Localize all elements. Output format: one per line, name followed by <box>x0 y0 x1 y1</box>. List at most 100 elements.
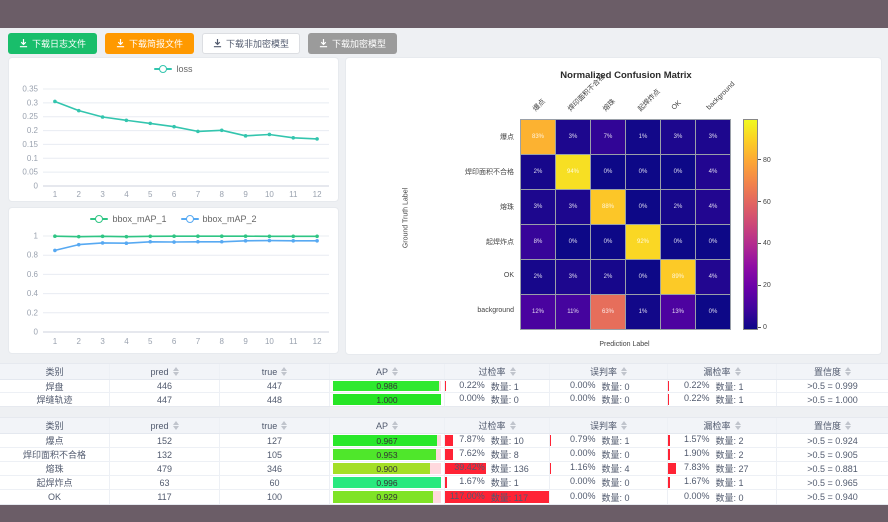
miss-rate-value: 0.22% <box>683 380 710 390</box>
matrix-cell: 0% <box>591 225 625 259</box>
data-point <box>76 242 81 247</box>
loss-chart-card: loss 0 0.05 0.1 0.15 0.2 0.25 0.3 0.35 1 2 3 4 5 6 7 8 9… <box>8 57 339 202</box>
matrix-cell: 0% <box>626 190 660 224</box>
colorbar <box>743 119 758 330</box>
matrix-cell: 4% <box>696 260 730 294</box>
legend-item-bbox_mAP_1[interactable]: bbox_mAP_1 <box>90 214 167 224</box>
mis-count: 数量: 1 <box>601 436 630 446</box>
true-cell: 346 <box>220 462 330 475</box>
sort-icon[interactable] <box>281 421 288 430</box>
mis-rate-value: 0.00% <box>569 393 596 403</box>
confidence-cell: >0.5 = 0.881 <box>777 462 888 475</box>
pred-cell: 479 <box>110 462 220 475</box>
download-toolbar: 下载日志文件 下载简报文件 下载非加密模型 下载加密模型 <box>8 33 398 54</box>
x-tick-label: 7 <box>196 190 201 199</box>
sort-icon[interactable] <box>734 367 741 376</box>
sort-icon[interactable] <box>172 367 179 376</box>
sort-icon[interactable] <box>509 421 516 430</box>
mis-count: 数量: 0 <box>601 395 630 405</box>
miss-rate-value: 7.83% <box>683 462 710 472</box>
col-header-漏检率[interactable]: 漏检率 <box>668 364 777 379</box>
data-point <box>172 124 176 129</box>
col-header-漏检率[interactable]: 漏检率 <box>668 418 777 433</box>
over-rate-bar <box>445 381 446 391</box>
download-icon <box>19 39 28 48</box>
map-chart: 00.20.40.60.811 2 3 4 5 6 7 8 9 10 11 12 <box>27 232 329 346</box>
ap-bar <box>333 477 441 488</box>
matrix-cell: 88% <box>591 190 625 224</box>
download-button-4[interactable]: 下载加密模型 <box>308 33 398 54</box>
data-point <box>243 234 248 238</box>
sort-icon[interactable] <box>621 421 627 430</box>
confusion-matrix-card: Normalized Confusion Matrix 83% 3% 7% 1% 3% 3… <box>345 57 882 355</box>
sort-icon[interactable] <box>509 367 516 376</box>
download-button-1[interactable]: 下载日志文件 <box>8 33 98 54</box>
legend-label: bbox_mAP_1 <box>112 214 167 224</box>
col-header-AP[interactable]: AP <box>330 364 445 379</box>
true-cell: 447 <box>220 380 330 392</box>
download-button-2[interactable]: 下载简报文件 <box>105 33 195 54</box>
true-cell: 100 <box>220 490 330 504</box>
sort-icon[interactable] <box>172 421 179 430</box>
col-header-label: true <box>261 420 278 431</box>
miss-rate-value: 0.22% <box>683 393 710 403</box>
map-chart-legend: bbox_mAP_1 bbox_mAP_2 <box>9 214 338 224</box>
x-tick-label: 5 <box>148 190 153 199</box>
miss-rate-bar <box>668 435 670 446</box>
col-header-置信度[interactable]: 置信度 <box>777 418 888 433</box>
sort-icon[interactable] <box>392 421 398 430</box>
data-point <box>243 134 248 138</box>
col-header-误判率[interactable]: 误判率 <box>550 364 668 379</box>
download-button-label: 下载加密模型 <box>332 39 387 49</box>
sort-icon[interactable] <box>845 367 851 376</box>
over-rate-value: 0.00% <box>459 393 485 403</box>
y-tick-label: 1 <box>34 232 39 241</box>
confidence-value: >0.5 = 0.924 <box>807 435 858 446</box>
data-point <box>291 234 296 239</box>
col-header-AP[interactable]: AP <box>330 418 445 433</box>
col-header-label: 漏检率 <box>703 367 731 377</box>
ap-bar <box>333 491 434 503</box>
matrix-cell: 1% <box>626 295 660 329</box>
table-row: 熔珠 479 346 0.900 39.42% 数量: 136 1.16% 数量: 4 7.83… <box>0 462 888 476</box>
category-cell: 焊印面积不合格 <box>0 448 110 461</box>
mis-rate-cell: 0.00% 数量: 0 <box>550 476 668 489</box>
col-header-true[interactable]: true <box>220 364 330 379</box>
mis-rate-value: 1.16% <box>569 462 596 472</box>
ap-bar-track <box>333 463 441 474</box>
col-header-过检率[interactable]: 过检率 <box>445 364 550 379</box>
over-rate-cell: 7.62% 数量: 8 <box>445 448 550 461</box>
legend-item-loss[interactable]: loss <box>154 64 193 74</box>
confidence-value: >0.5 = 0.999 <box>807 381 858 391</box>
ap-cell: 0.929 <box>330 490 445 504</box>
miss-rate-cell: 1.90% 数量: 2 <box>668 448 777 461</box>
sort-icon[interactable] <box>845 421 851 430</box>
sort-icon[interactable] <box>392 367 398 376</box>
pred-cell: 117 <box>110 490 220 504</box>
sort-icon[interactable] <box>281 367 288 376</box>
colorbar-tick: 0 <box>758 324 767 331</box>
matrix-cell: 63% <box>591 295 625 329</box>
col-header-pred[interactable]: pred <box>110 418 220 433</box>
matrix-cell: 0% <box>661 155 695 189</box>
data-point <box>196 234 200 238</box>
sort-icon[interactable] <box>734 421 741 430</box>
x-tick-label: 10 <box>265 190 274 199</box>
col-header-过检率[interactable]: 过检率 <box>445 418 550 433</box>
table-header-row: 类别 pred true AP 过检率 误判率 漏检率 置信度 <box>0 418 888 434</box>
miss-rate-bar <box>668 381 669 391</box>
col-header-置信度[interactable]: 置信度 <box>777 364 888 379</box>
metrics-table-1: 类别 pred true AP 过检率 误判率 漏检率 置信度 焊盘 446 447 0.986 0.2… <box>0 363 888 407</box>
x-tick-label: 1 <box>53 190 58 199</box>
miss-rate-cell: 1.67% 数量: 1 <box>668 476 777 489</box>
sort-icon[interactable] <box>621 367 627 376</box>
col-header-pred[interactable]: pred <box>110 364 220 379</box>
legend-item-bbox_mAP_2[interactable]: bbox_mAP_2 <box>180 214 257 224</box>
col-header-true[interactable]: true <box>220 418 330 433</box>
table-row: 焊缝轨迹 447 448 1.000 0.00% 数量: 0 0.00% 数量: 0 0.22%… <box>0 393 888 406</box>
over-rate-bar <box>445 491 549 503</box>
col-header-误判率[interactable]: 误判率 <box>550 418 668 433</box>
data-point <box>196 129 200 134</box>
download-button-3[interactable]: 下载非加密模型 <box>202 33 301 54</box>
